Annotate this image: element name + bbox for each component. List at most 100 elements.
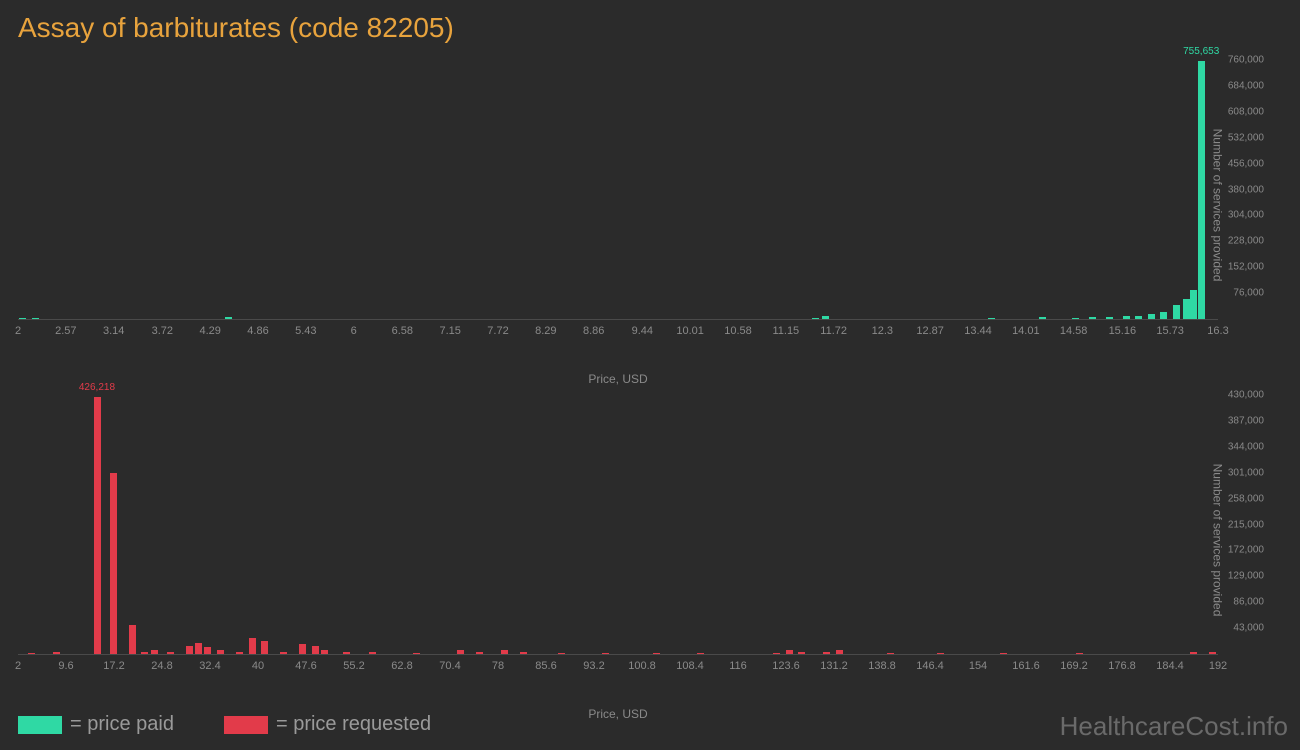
bar <box>225 317 232 319</box>
y-tick: 760,000 <box>1228 55 1264 66</box>
x-tick: 108.4 <box>676 660 704 672</box>
x-tick: 123.6 <box>772 660 800 672</box>
x-tick: 47.6 <box>295 660 316 672</box>
x-tick: 3.14 <box>103 325 124 337</box>
bar <box>413 653 420 654</box>
bar <box>249 638 256 654</box>
y-tick: 387,000 <box>1228 415 1264 426</box>
bar <box>217 650 224 654</box>
bar <box>1106 317 1113 319</box>
x-tick: 192 <box>1209 660 1227 672</box>
y-tick: 172,000 <box>1228 545 1264 556</box>
x-tick: 161.6 <box>1012 660 1040 672</box>
y-tick: 344,000 <box>1228 441 1264 452</box>
y-tick: 152,000 <box>1228 262 1264 273</box>
x-axis-label: Price, USD <box>588 372 647 386</box>
bar <box>141 652 148 654</box>
x-tick: 11.72 <box>820 325 847 337</box>
bar <box>1000 653 1007 654</box>
bar <box>312 646 319 654</box>
x-tick: 2 <box>15 325 21 337</box>
x-tick: 6.58 <box>392 325 413 337</box>
bar <box>520 652 527 654</box>
chart-price-requested: 29.617.224.832.44047.655.262.870.47885.6… <box>18 395 1218 685</box>
x-tick: 6 <box>351 325 357 337</box>
bar <box>773 653 780 654</box>
x-tick: 16.3 <box>1207 325 1228 337</box>
bar <box>299 644 306 654</box>
watermark: HealthcareCost.info <box>1060 711 1288 742</box>
bar <box>653 653 660 654</box>
x-tick: 93.2 <box>583 660 604 672</box>
x-tick: 17.2 <box>103 660 124 672</box>
bar <box>1209 652 1216 654</box>
bar <box>1135 316 1142 319</box>
legend: = price paid = price requested <box>18 713 431 736</box>
bar <box>786 650 793 654</box>
y-tick: 258,000 <box>1228 493 1264 504</box>
y-tick: 76,000 <box>1233 288 1264 299</box>
bar <box>1190 290 1197 319</box>
x-tick: 146.4 <box>916 660 944 672</box>
x-tick: 24.8 <box>151 660 172 672</box>
bar <box>1039 317 1046 319</box>
x-tick: 15.73 <box>1156 325 1184 337</box>
bar <box>167 652 174 654</box>
x-tick: 9.6 <box>58 660 73 672</box>
bar <box>236 652 243 654</box>
bar <box>1123 316 1130 319</box>
bar <box>836 650 843 654</box>
bar <box>321 650 328 654</box>
y-tick: 304,000 <box>1228 210 1264 221</box>
x-tick: 8.86 <box>583 325 604 337</box>
bar <box>32 318 39 319</box>
legend-paid-label: = price paid <box>70 713 174 736</box>
bar <box>1173 305 1180 319</box>
bar <box>28 653 35 654</box>
bar <box>1072 318 1079 319</box>
y-tick: 129,000 <box>1228 571 1264 582</box>
x-tick: 5.43 <box>295 325 316 337</box>
bar <box>94 397 101 654</box>
y-tick: 684,000 <box>1228 80 1264 91</box>
x-tick: 14.58 <box>1060 325 1088 337</box>
x-tick: 116 <box>729 660 747 672</box>
bar <box>369 652 376 654</box>
x-tick: 62.8 <box>391 660 412 672</box>
x-tick: 32.4 <box>199 660 220 672</box>
y-axis-label: Number of services provided <box>1211 129 1225 282</box>
bar <box>280 652 287 654</box>
x-tick: 4.86 <box>247 325 268 337</box>
bar <box>823 652 830 654</box>
bar <box>697 653 704 654</box>
bar <box>343 652 350 654</box>
bar <box>1160 312 1167 319</box>
y-tick: 380,000 <box>1228 184 1264 195</box>
x-tick: 10.58 <box>724 325 752 337</box>
chart-price-paid: 22.573.143.724.294.865.4366.587.157.728.… <box>18 60 1218 350</box>
bar <box>53 652 60 654</box>
x-tick: 55.2 <box>343 660 364 672</box>
x-tick: 12.3 <box>872 325 893 337</box>
x-tick: 15.16 <box>1109 325 1137 337</box>
bar <box>1190 652 1197 654</box>
bar <box>204 647 211 654</box>
x-tick: 9.44 <box>632 325 653 337</box>
x-tick: 40 <box>252 660 264 672</box>
bar <box>798 652 805 654</box>
bar <box>558 653 565 654</box>
bar <box>501 650 508 654</box>
peak-label: 426,218 <box>79 382 115 393</box>
bar <box>151 650 158 654</box>
peak-label: 755,653 <box>1183 46 1219 57</box>
x-tick: 85.6 <box>535 660 556 672</box>
legend-item-requested: = price requested <box>224 713 431 736</box>
bar <box>602 653 609 654</box>
x-tick: 7.15 <box>439 325 460 337</box>
legend-item-paid: = price paid <box>18 713 174 736</box>
bar <box>1198 61 1205 319</box>
y-tick: 430,000 <box>1228 390 1264 401</box>
x-tick: 4.29 <box>199 325 220 337</box>
x-tick: 7.72 <box>487 325 508 337</box>
bar <box>1089 317 1096 319</box>
